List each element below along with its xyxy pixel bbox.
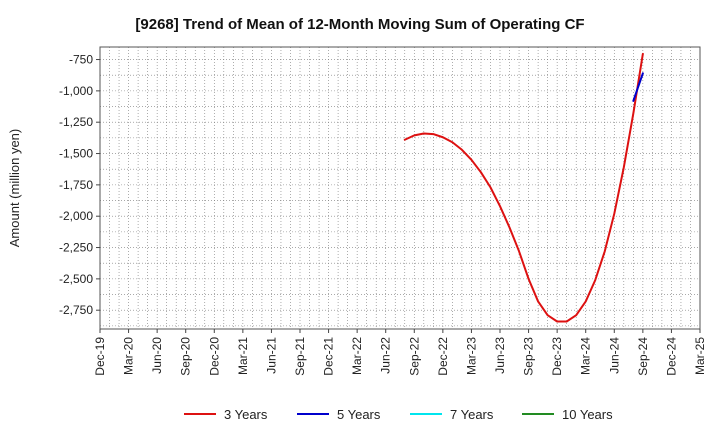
x-tick-label: Jun-20 (150, 337, 164, 374)
x-tick-label: Sep-23 (522, 337, 536, 376)
x-tick-label: Mar-24 (579, 337, 593, 375)
x-tick-label: Dec-20 (207, 337, 221, 376)
series-line-3-years (403, 52, 644, 323)
chart-title: [9268] Trend of Mean of 12-Month Moving … (135, 16, 584, 33)
legend: 3 Years 5 Years 7 Years 10 Years (184, 407, 613, 422)
x-tick-label: Mar-20 (122, 337, 136, 375)
x-tick-label: Mar-25 (693, 337, 707, 375)
y-tick-label: -1,250 (59, 115, 93, 129)
x-axis: Dec-19 Mar-20 Jun-20 Sep-20 Dec-20 Mar-21 Jun-… (93, 329, 707, 376)
x-tick-label: Sep-20 (179, 337, 193, 376)
x-tick-label: Sep-24 (636, 337, 650, 376)
x-tick-label: Dec-21 (322, 337, 336, 376)
x-tick-label: Mar-21 (236, 337, 250, 375)
y-tick-label: -2,750 (59, 303, 93, 317)
x-tick-label: Jun-21 (264, 337, 278, 374)
y-tick-label: -750 (69, 53, 93, 67)
x-tick-label: Jun-24 (607, 337, 621, 374)
legend-label: 3 Years (224, 407, 268, 422)
x-tick-label: Jun-22 (379, 337, 393, 374)
x-tick-label: Dec-19 (93, 337, 107, 376)
legend-label: 10 Years (562, 407, 613, 422)
x-tick-label: Jun-23 (493, 337, 507, 374)
series-layer (403, 52, 644, 323)
y-axis: -750 -1,000 -1,250 -1,500 -1,750 -2,000 -2,250… (59, 53, 100, 317)
y-tick-label: -1,750 (59, 178, 93, 192)
x-tick-label: Dec-23 (550, 337, 564, 376)
y-tick-label: -1,500 (59, 147, 93, 161)
grid (100, 47, 700, 329)
series-line-5-years (632, 72, 644, 102)
y-tick-label: -2,500 (59, 272, 93, 286)
y-axis-label: Amount (million yen) (7, 129, 22, 248)
x-tick-label: Sep-21 (293, 337, 307, 376)
y-tick-label: -2,250 (59, 241, 93, 255)
x-tick-label: Dec-24 (664, 337, 678, 376)
y-tick-label: -2,000 (59, 209, 93, 223)
y-tick-label: -1,000 (59, 84, 93, 98)
plot-frame (99, 46, 701, 330)
x-tick-label: Mar-22 (350, 337, 364, 375)
x-tick-label: Sep-22 (407, 337, 421, 376)
x-tick-label: Dec-22 (436, 337, 450, 376)
legend-label: 5 Years (337, 407, 381, 422)
x-tick-label: Mar-23 (464, 337, 478, 375)
legend-label: 7 Years (450, 407, 494, 422)
